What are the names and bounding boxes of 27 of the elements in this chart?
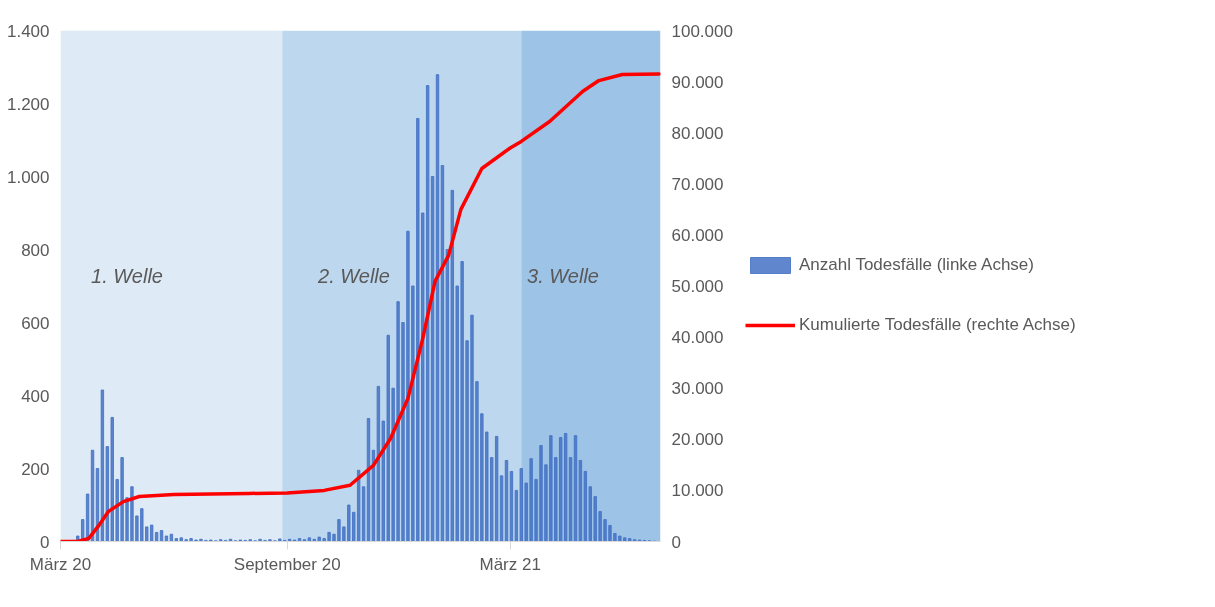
legend-label: Anzahl Todesfälle (linke Achse) [799,255,1034,275]
band-label: 1. Welle [91,264,163,287]
y-tick-label: 200 [21,459,50,479]
y2-tick-label: 90.000 [671,72,724,92]
y2-tick-label: 30.000 [671,379,724,399]
x-tick-label: März 20 [29,554,92,574]
y-tick-label: 600 [21,313,50,333]
y2-tick-label: 100.000 [671,21,733,41]
band-label: 2. Welle [317,264,390,287]
y-tick-label: 1.000 [6,167,50,187]
band-label: 3. Welle [527,264,599,287]
x-tick-label: März 21 [479,554,541,574]
legend-label: Kumulierte Todesfälle (rechte Achse) [799,315,1076,335]
y-tick-label: 800 [21,240,50,260]
y2-tick-label: 20.000 [671,430,724,450]
y-tick-label: 1.200 [6,94,50,114]
x-tick-label: September 20 [233,554,341,574]
y2-tick-label: 80.000 [671,123,724,143]
y2-tick-label: 40.000 [671,328,724,348]
y-tick-label: 1.400 [6,21,50,41]
y2-tick-label: 10.000 [671,481,724,501]
y2-tick-label: 70.000 [671,174,724,194]
y2-tick-label: 60.000 [671,225,724,245]
y-tick-label: 400 [21,386,50,406]
y2-tick-label: 0 [671,532,681,552]
y2-tick-label: 50.000 [671,277,724,296]
y-tick-label: 0 [40,532,50,552]
